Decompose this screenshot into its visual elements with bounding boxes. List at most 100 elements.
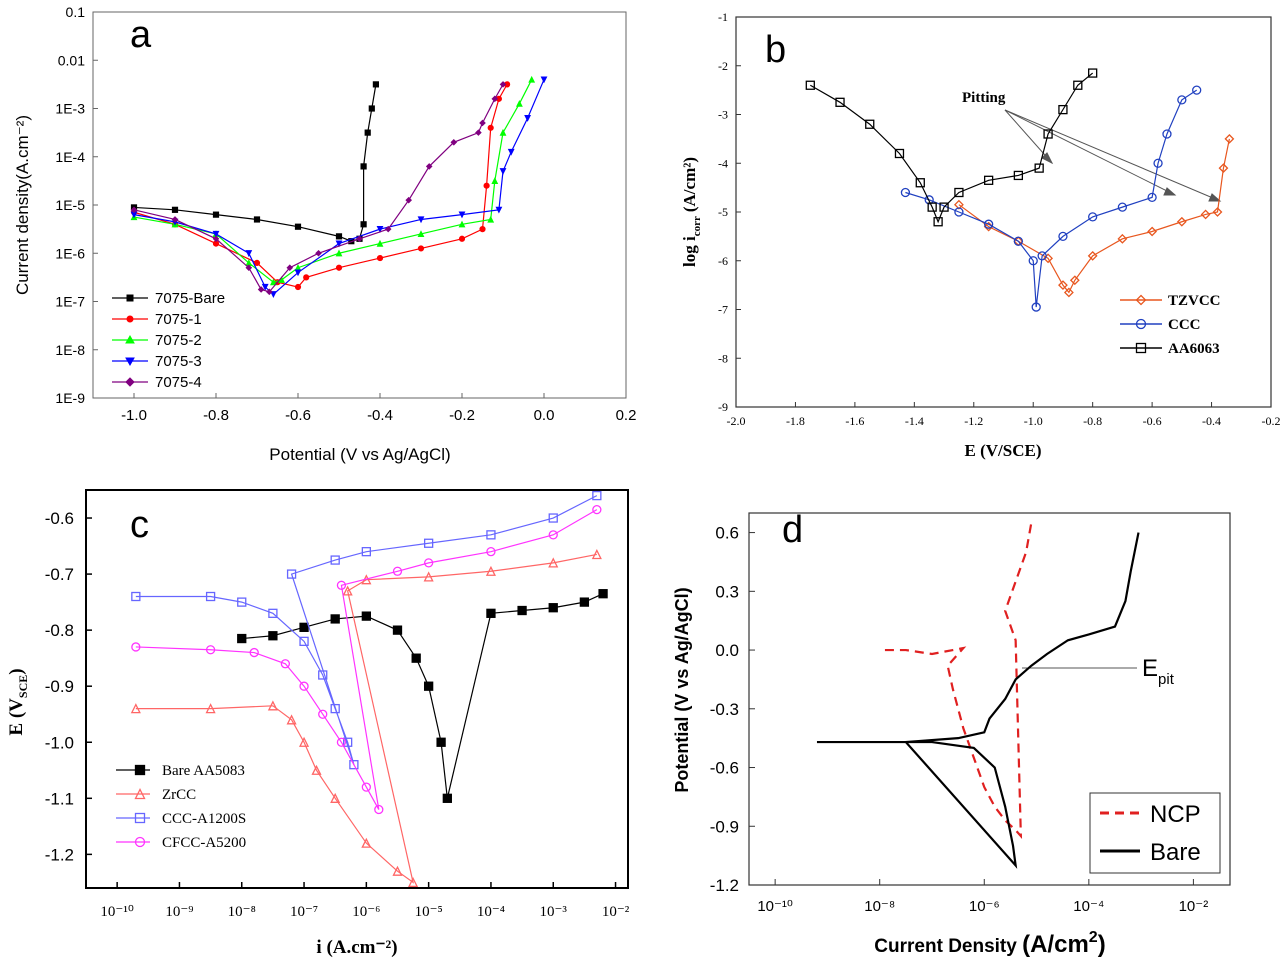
panel-d-legend-label: NCP (1150, 801, 1201, 828)
panel-a-point-1-12 (483, 182, 490, 189)
panel-c-point-2-3 (268, 608, 278, 618)
panel-b-y-axis-label-main: log i (680, 236, 699, 267)
panel-c-ticks: 10⁻¹⁰ 10⁻⁹ 10⁻⁸ 10⁻⁷ 10⁻⁶ 10⁻⁵ 10⁻⁴ 10⁻³ 10⁻² -0.… (45, 509, 630, 920)
panel-a-point-4-6 (286, 264, 294, 272)
panel-a-y-tick-label: 1E-6 (55, 245, 85, 261)
panel-b-series-line-2 (810, 72, 1094, 224)
panel-c-point-0-5 (392, 625, 403, 635)
panel-a-point-4-15 (491, 95, 499, 103)
panel-b-y-axis-label: log icorr (A/cm²) (680, 157, 703, 267)
panel-c-series (130, 490, 608, 888)
panel-a-y-axis-label: Current density(A.cm⁻²) (13, 115, 32, 295)
panel-a-x-tick-label: 0.0 (534, 407, 555, 424)
panel-b-point-0-13 (1218, 163, 1229, 174)
panel-a-x-tick-label: -1.0 (121, 407, 147, 424)
panel-a-point-3-4 (261, 283, 269, 291)
panel-c-point-1-6 (330, 792, 341, 803)
panel-d-legend-box (1089, 792, 1221, 874)
panel-d-epit-sub: pit (1158, 671, 1175, 688)
panel-c-point-1-4 (298, 736, 310, 747)
panel-a-legend-label: 7075-3 (155, 353, 202, 370)
panel-c-point-3-11 (423, 558, 434, 568)
panel-b-x-tick-label: -1.2 (964, 414, 983, 428)
panel-a-point-4-11 (425, 163, 433, 170)
panel-a-y-tick-label: 1E-9 (55, 390, 85, 406)
panel-a-x-tick-label: -0.6 (285, 407, 311, 424)
panel-c-point-1-13 (485, 565, 496, 576)
panel-a-point-4-8 (356, 235, 363, 243)
panel-c-point-2-13 (486, 530, 496, 540)
panel-b-y-tick-label: -5 (718, 205, 728, 219)
panel-b-x-tick-label: -1.8 (786, 414, 805, 428)
panel-c-point-2-0 (131, 591, 141, 602)
panel-d-y-tick-label: 0.6 (715, 524, 739, 543)
panel-a-point-0-10 (364, 129, 371, 136)
pitting-arrowhead-3 (1208, 193, 1222, 202)
panel-a-point-1-3 (253, 259, 261, 266)
panel-c-point-0-13 (579, 597, 590, 607)
panel-a-point-1-5 (294, 283, 302, 291)
panel-a-point-4-13 (475, 129, 482, 136)
panel-c-label: c (130, 504, 149, 546)
panel-b-x-tick-label: -2.0 (727, 414, 746, 428)
panel-d-x-axis-label-sup: 2 (1089, 929, 1098, 946)
panel-c-point-2-10 (330, 555, 340, 565)
panel-a-x-tick-label: -0.2 (449, 407, 475, 424)
panel-a-point-2-14 (515, 99, 523, 107)
panel-c-point-0-14 (598, 589, 608, 599)
panel-a-point-4-14 (479, 119, 486, 127)
panel-a-y-tick-label: 1E-5 (55, 197, 85, 213)
panel-a-series (130, 75, 548, 298)
panel-b-point-1-9 (1088, 212, 1098, 222)
panel-b-legend-marker (1135, 342, 1147, 354)
panel-d-x-axis-label-close: ) (1098, 931, 1106, 958)
panel-c-x-tick-label: 10⁻⁴ (477, 904, 505, 920)
panel-a-point-0-12 (372, 81, 379, 88)
panel-a-x-axis-label: Potential (V vs Ag/AgCl) (269, 445, 450, 464)
panel-b-y-axis-label-unit: (A/cm²) (680, 157, 699, 212)
panel-b-label: b (765, 29, 786, 71)
panel-b-point-2-8 (954, 187, 964, 198)
panel-c-point-1-12 (423, 571, 434, 582)
panel-c-x-tick-label: 10⁻⁶ (352, 904, 380, 920)
panel-a-y-tick-label: 0.1 (66, 4, 86, 20)
panel-c-point-1-3 (286, 714, 297, 725)
panel-b-point-2-9 (983, 175, 994, 185)
panel-d-epit-annotation: Epit (1142, 655, 1175, 688)
panel-a-series-line-3 (133, 79, 545, 296)
panel-b-point-2-10 (1013, 170, 1024, 181)
panel-d-y-tick-label: -0.6 (710, 759, 739, 778)
panel-a-point-2-4 (269, 278, 277, 286)
panel-d-legend-label: Bare (1150, 839, 1201, 866)
panel-b-series (805, 68, 1235, 312)
panel-b-point-1-8 (1058, 231, 1068, 242)
panel-a-y-tick-label: 1E-4 (55, 149, 85, 165)
panel-c-series-line-1 (135, 553, 597, 884)
panel-c-point-2-5 (318, 670, 328, 680)
panel-b-point-1-15 (1192, 85, 1202, 95)
panel-c-x-tick-label: 10⁻³ (540, 904, 568, 920)
panel-c-x-tick-label: 10⁻⁹ (165, 904, 193, 920)
panel-b-point-1-5 (1028, 256, 1038, 266)
panel-c-point-3-13 (548, 530, 558, 540)
panel-c-point-3-3 (280, 659, 291, 669)
panel-c-point-0-1 (268, 631, 278, 641)
panel-a-x-tick-label: -0.8 (203, 407, 229, 424)
panel-b-point-2-5 (927, 202, 937, 212)
panel-c-legend-marker (134, 764, 146, 776)
panel-c-y-tick-label: -1.2 (45, 845, 74, 864)
panel-c-point-2-12 (423, 538, 434, 548)
panel-b-point-1-6 (1031, 302, 1041, 312)
panel-b-point-1-13 (1162, 129, 1172, 139)
panel-c-x-tick-label: 10⁻⁵ (415, 904, 443, 920)
panel-a-point-4-9 (384, 225, 392, 233)
panel-d-y-tick-label: -0.3 (710, 700, 739, 719)
panel-b-legend-marker (1135, 294, 1147, 306)
panel-c-point-3-9 (336, 580, 347, 590)
panel-a-point-3-11 (495, 206, 503, 214)
panel-a-legend-label: 7075-1 (155, 311, 202, 328)
panel-a-y-tick-label: 1E-8 (55, 342, 85, 358)
panel-c-point-0-4 (361, 611, 371, 621)
panel-d: d Current Density (A/cm2) Potential (V v… (672, 509, 1231, 958)
panel-c-point-0-7 (423, 681, 434, 691)
